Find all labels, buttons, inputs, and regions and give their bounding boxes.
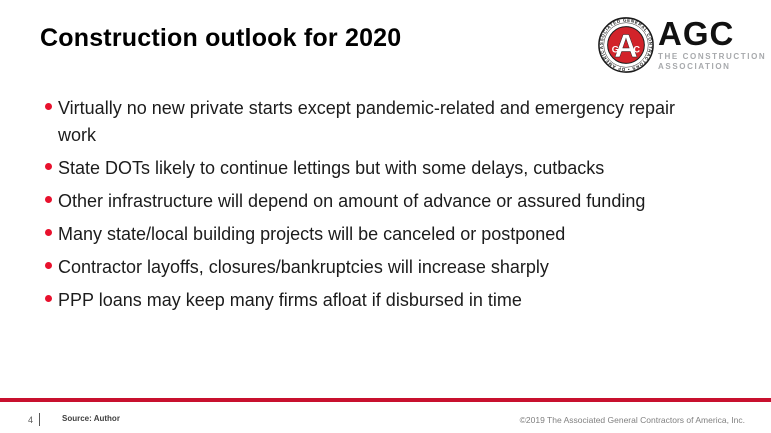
bullet-item: State DOTs likely to continue lettings b…	[45, 155, 717, 182]
footer: 4 Source: Author ©2019 The Associated Ge…	[0, 410, 771, 433]
bullet-text: Other infrastructure will depend on amou…	[58, 191, 646, 211]
source-note: Source: Author	[62, 414, 120, 423]
bullet-list: Virtually no new private starts except p…	[45, 95, 717, 320]
bullet-item: Virtually no new private starts except p…	[45, 95, 717, 149]
agc-tagline-line2: ASSOCIATION	[658, 62, 731, 72]
bullet-item: Contractor layoffs, closures/bankruptcie…	[45, 254, 717, 281]
agc-wordmark: AGC THE CONSTRUCTION ASSOCIATION	[658, 15, 766, 72]
agc-tagline-line1: THE CONSTRUCTION	[658, 52, 767, 62]
bullet-text: Virtually no new private starts except p…	[58, 98, 675, 145]
bullet-marker-icon	[45, 196, 52, 203]
agc-seal-icon: ASSOCIATED GENERAL CONTRACTORS • OF AMER…	[598, 17, 654, 73]
bullet-marker-icon	[45, 229, 52, 236]
slide-title: Construction outlook for 2020	[40, 24, 402, 52]
bullet-text: Contractor layoffs, closures/bankruptcie…	[58, 257, 549, 277]
agc-logo: ASSOCIATED GENERAL CONTRACTORS • OF AMER…	[597, 15, 766, 75]
bullet-marker-icon	[45, 103, 52, 110]
seal-letter-a: A	[614, 27, 638, 64]
bullet-marker-icon	[45, 295, 52, 302]
bullet-text: State DOTs likely to continue lettings b…	[58, 158, 605, 178]
bullet-text: PPP loans may keep many firms afloat if …	[58, 290, 522, 310]
agc-acronym: AGC	[658, 15, 735, 52]
bullet-text: Many state/local building projects will …	[58, 224, 566, 244]
bullet-item: Many state/local building projects will …	[45, 221, 717, 248]
bullet-item: PPP loans may keep many firms afloat if …	[45, 287, 717, 314]
footer-accent-line	[0, 398, 771, 402]
copyright-notice: ©2019 The Associated General Contractors…	[519, 415, 745, 425]
bullet-marker-icon	[45, 262, 52, 269]
seal-letter-c: C	[633, 44, 640, 54]
bullet-item: Other infrastructure will depend on amou…	[45, 188, 717, 215]
page-number-divider	[39, 413, 40, 426]
agc-tagline: THE CONSTRUCTION ASSOCIATION	[658, 52, 766, 72]
seal-letter-g: G	[612, 44, 619, 54]
page-number: 4	[28, 415, 34, 425]
bullet-marker-icon	[45, 163, 52, 170]
